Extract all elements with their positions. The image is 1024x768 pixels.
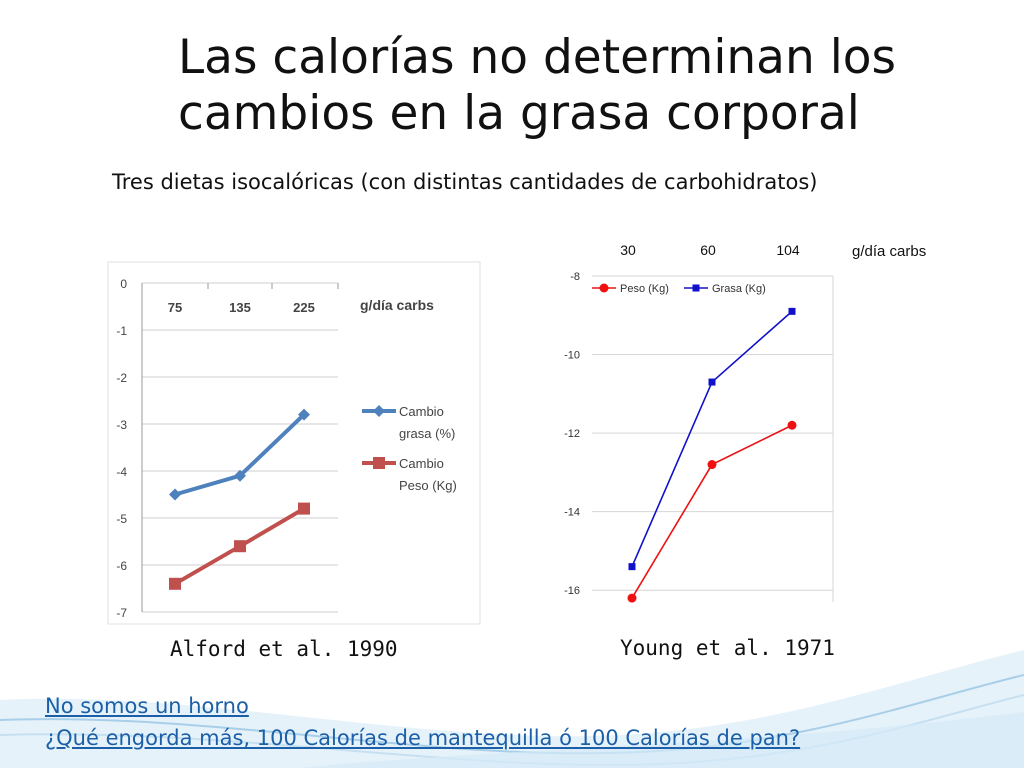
y-tick-label-2: -12 — [564, 428, 580, 440]
legend-label-0-0: Cambio — [399, 404, 444, 419]
x-category-label-0: 30 — [620, 242, 636, 258]
y-tick-label-7: -7 — [116, 606, 127, 620]
data-point-s1-1 — [708, 378, 716, 386]
y-tick-label-2: -2 — [116, 371, 127, 385]
data-point-s1-2 — [298, 502, 310, 515]
y-tick-label-1: -1 — [116, 324, 127, 338]
slide-subtitle: Tres dietas isocalóricas (con distintas … — [112, 170, 818, 194]
y-tick-label-4: -4 — [116, 465, 127, 479]
data-point-s0-1 — [234, 469, 246, 482]
data-point-s1-2 — [788, 307, 796, 315]
young-caption: Young et al. 1971 — [620, 636, 835, 660]
link-no-somos-un-horno[interactable]: No somos un horno — [45, 694, 249, 718]
legend-label-1-1: Peso (Kg) — [399, 478, 457, 493]
x-category-label-0: 75 — [168, 300, 182, 315]
alford-caption: Alford et al. 1990 — [170, 637, 398, 661]
x-unit-label: g/día carbs — [852, 243, 926, 260]
y-tick-label-3: -14 — [564, 507, 580, 519]
data-point-s0-2 — [787, 420, 797, 430]
legend-label-0-1: grasa (%) — [399, 426, 455, 441]
x-unit-label: g/día carbs — [360, 297, 434, 313]
y-tick-label-4: -16 — [564, 585, 580, 597]
x-category-label-1: 60 — [700, 242, 716, 258]
slide-title: Las calorías no determinan los cambios e… — [178, 30, 897, 141]
legend-label-0: Peso (Kg) — [620, 283, 669, 295]
legend-swatch-marker-1 — [373, 457, 385, 469]
data-point-s0-2 — [298, 408, 310, 421]
link-mantequilla-o-pan[interactable]: ¿Qué engorda más, 100 Calorías de manteq… — [45, 726, 801, 750]
legend-swatch-marker-1 — [692, 284, 700, 292]
y-tick-label-0: 0 — [120, 277, 127, 291]
y-tick-label-3: -3 — [116, 418, 127, 432]
data-point-s0-0 — [169, 488, 181, 501]
plot-area — [107, 261, 481, 625]
data-point-s0-0 — [627, 593, 637, 603]
x-category-label-2: 104 — [776, 242, 800, 258]
y-tick-label-5: -5 — [116, 512, 127, 526]
data-point-s1-0 — [628, 563, 636, 571]
legend-label-1-0: Cambio — [399, 456, 444, 471]
y-tick-label-1: -10 — [564, 350, 580, 362]
legend-swatch-marker-0 — [599, 283, 609, 293]
series-line-1 — [631, 310, 793, 567]
legend-swatch-marker-0 — [373, 405, 385, 417]
data-point-s0-1 — [707, 460, 717, 470]
data-point-s1-1 — [234, 540, 246, 553]
x-category-label-1: 135 — [229, 300, 251, 315]
y-tick-label-0: -8 — [570, 271, 580, 283]
x-category-label-2: 225 — [293, 300, 315, 315]
data-point-s1-0 — [169, 577, 181, 590]
legend-label-1: Grasa (Kg) — [712, 283, 766, 295]
y-tick-label-6: -6 — [116, 559, 127, 573]
